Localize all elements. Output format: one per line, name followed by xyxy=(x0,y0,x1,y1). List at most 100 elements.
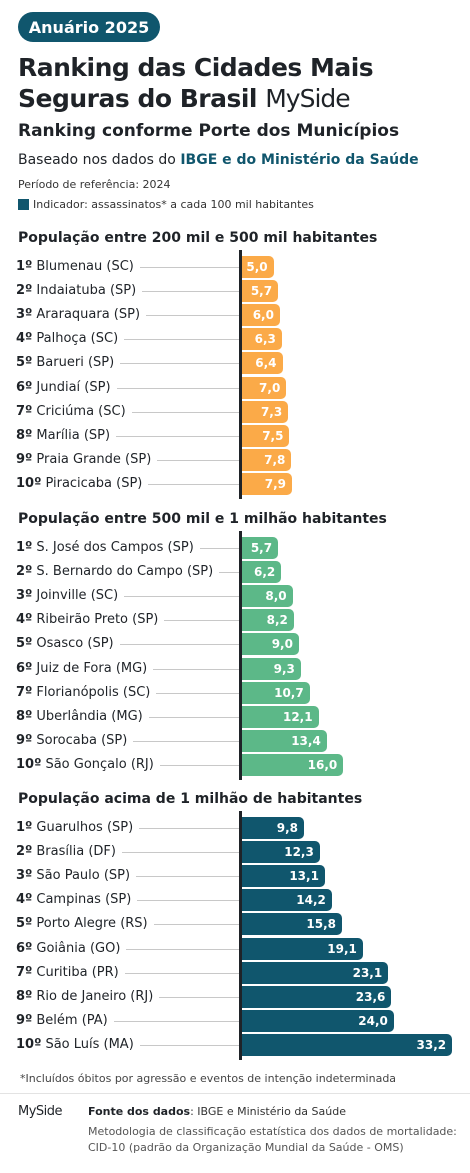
rank-number: 2º xyxy=(16,844,33,860)
rank-number: 10º xyxy=(16,1036,42,1052)
bar-value: 33,2 xyxy=(416,1037,447,1052)
city-label: 2º S. Bernardo do Campo (SP) xyxy=(16,561,213,583)
footer-logo: MySide xyxy=(18,1104,63,1119)
city-label: 2º Brasília (DF) xyxy=(16,841,116,863)
bar xyxy=(242,633,299,656)
data-source: Fonte dos dados: IBGE e Ministério da Sa… xyxy=(88,1105,346,1118)
source-label: Fonte dos dados xyxy=(88,1105,191,1118)
ranking-row: 1º Blumenau (SC) 5,0 xyxy=(0,256,470,278)
city-name: Curitiba (PR) xyxy=(36,964,119,980)
city-name: Juiz de Fora (MG) xyxy=(36,660,148,676)
bar xyxy=(242,400,289,423)
city-label: 7º Curitiba (PR) xyxy=(16,962,119,984)
ranking-row: 5º Barueri (SP) 6,4 xyxy=(0,352,470,375)
ranking-row: 5º Osasco (SP) 9,0 xyxy=(0,633,470,656)
rank-number: 2º xyxy=(16,564,33,580)
axis-line xyxy=(239,531,242,780)
leader-line xyxy=(139,267,239,268)
bar-value: 5,7 xyxy=(250,541,273,555)
ranking-row: 8º Rio de Janeiro (RJ) 23,6 xyxy=(0,985,470,1008)
bar xyxy=(242,985,392,1008)
city-name: Sorocaba (SP) xyxy=(36,732,128,748)
ranking-row: 6º Goiânia (GO) 19,1 xyxy=(0,937,470,960)
bar xyxy=(242,913,342,936)
ranking-row: 4º Palhoça (SC) 6,3 xyxy=(0,328,470,351)
city-label: 2º Indaiatuba (SP) xyxy=(16,280,136,302)
city-label: 8º Uberlândia (MG) xyxy=(16,706,143,728)
city-name: Guarulhos (SP) xyxy=(36,820,134,835)
indicator-text: Indicador: assassinatos* a cada 100 mil … xyxy=(33,198,314,211)
ranking-row: 9º Sorocaba (SP) 13,4 xyxy=(0,729,470,752)
bar xyxy=(242,865,325,888)
ranking-row: 1º S. José dos Campos (SP) 5,7 xyxy=(0,537,470,559)
bar xyxy=(242,304,280,327)
rank-number: 2º xyxy=(16,283,33,299)
reference-period: Período de referência: 2024 xyxy=(18,178,171,191)
rank-number: 6º xyxy=(16,940,33,956)
city-label: 4º Palhoça (SC) xyxy=(16,328,118,350)
leader-line xyxy=(142,291,239,293)
city-name: Barueri (SP) xyxy=(36,355,115,371)
bar-value: 7,5 xyxy=(262,428,284,443)
bar xyxy=(242,657,301,680)
ranking-row: 2º Brasília (DF) 12,3 xyxy=(0,841,470,864)
bar-value: 5,7 xyxy=(250,284,273,299)
rank-number: 9º xyxy=(16,732,33,748)
city-name: São Luís (MA) xyxy=(45,1036,134,1052)
bar-value: 6,2 xyxy=(253,565,276,580)
ranking-row: 7º Florianópolis (SC) 10,7 xyxy=(0,681,470,704)
bar-value: 6,3 xyxy=(254,332,276,347)
section-title: População entre 200 mil e 500 mil habita… xyxy=(18,230,378,246)
bar-value: 9,3 xyxy=(273,661,295,676)
indicator-swatch xyxy=(18,199,29,210)
based-prefix: Baseado nos dados do xyxy=(18,152,176,168)
leader-line xyxy=(148,483,239,485)
bar xyxy=(242,537,279,559)
rank-number: 7º xyxy=(16,403,33,419)
city-label: 4º Campinas (SP) xyxy=(16,889,131,911)
bar xyxy=(242,280,279,303)
leader-line xyxy=(136,876,239,878)
leader-line xyxy=(133,740,239,742)
rank-number: 5º xyxy=(16,916,33,932)
bar-value: 13,1 xyxy=(289,869,319,884)
ranking-row: 2º S. Bernardo do Campo (SP) 6,2 xyxy=(0,561,470,584)
leader-line xyxy=(159,764,239,766)
year-badge: Anuário 2025 xyxy=(18,12,160,42)
leader-line xyxy=(124,339,239,341)
city-label: 6º Goiânia (GO) xyxy=(16,938,120,960)
footnote: *Incluídos óbitos por agressão e eventos… xyxy=(20,1072,397,1085)
leader-line xyxy=(116,387,239,389)
bar-value: 12,1 xyxy=(282,709,313,724)
rank-number: 9º xyxy=(16,1012,33,1028)
leader-line xyxy=(119,644,239,646)
city-name: Porto Alegre (RS) xyxy=(36,916,148,932)
axis-line xyxy=(239,250,242,499)
city-label: 3º Araraquara (SP) xyxy=(16,304,140,326)
city-label: 4º Ribeirão Preto (SP) xyxy=(16,609,158,631)
bar-value: 13,4 xyxy=(291,733,321,748)
ranking-row: 4º Campinas (SP) 14,2 xyxy=(0,889,470,912)
bar xyxy=(242,256,274,278)
leader-line xyxy=(113,1020,239,1022)
ranking-row: 10º São Gonçalo (RJ) 16,0 xyxy=(0,753,470,776)
city-label: 3º Joinville (SC) xyxy=(16,585,118,607)
city-name: S. Bernardo do Campo (SP) xyxy=(36,564,214,580)
leader-line xyxy=(153,924,239,926)
rank-number: 4º xyxy=(16,892,33,908)
ranking-row: 7º Criciúma (SC) 7,3 xyxy=(0,400,470,423)
city-name: Osasco (SP) xyxy=(36,636,114,652)
bar-value: 5,0 xyxy=(246,260,268,274)
methodology-note: Metodologia de classificação estatística… xyxy=(88,1125,457,1154)
city-name: São Paulo (SP) xyxy=(36,868,131,884)
leader-line xyxy=(159,996,239,998)
bar-value: 23,6 xyxy=(355,989,386,1004)
leader-line xyxy=(219,572,239,574)
bar xyxy=(242,352,283,375)
ranking-row: 3º Araraquara (SP) 6,0 xyxy=(0,304,470,327)
bar-value: 19,1 xyxy=(327,941,357,956)
bar xyxy=(242,609,294,632)
bar xyxy=(242,889,332,912)
city-name: Araraquara (SP) xyxy=(36,307,141,323)
section-title: População entre 500 mil e 1 milhão habit… xyxy=(18,511,387,527)
